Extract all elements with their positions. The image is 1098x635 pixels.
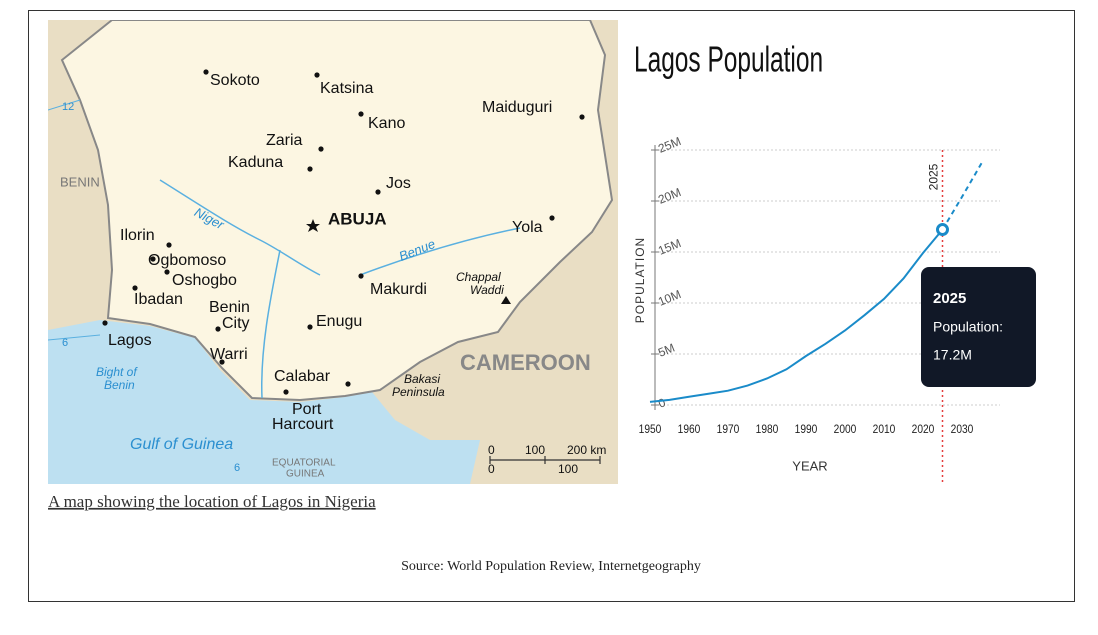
map-label: Ibadan xyxy=(134,291,183,308)
city-dot xyxy=(150,256,156,262)
city-dot xyxy=(166,242,172,248)
map-label: Oshogbo xyxy=(172,272,237,289)
city-dot xyxy=(358,111,364,117)
x-tick-label: 2000 xyxy=(834,423,857,436)
x-tick-label: 1980 xyxy=(756,423,779,436)
map-label: 100 xyxy=(525,443,545,457)
city-dot xyxy=(102,320,108,326)
map-label: EQUATORIAL xyxy=(272,458,336,469)
map-label: Harcourt xyxy=(272,416,334,433)
city-dot xyxy=(164,269,170,275)
y-axis-label: POPULATION xyxy=(633,237,647,323)
tooltip: 2025 Population: 17.2M xyxy=(921,267,1036,387)
map-label: 0 xyxy=(488,443,495,457)
map-label: 6 xyxy=(62,337,68,349)
map-label: Makurdi xyxy=(370,281,427,298)
map-label: Port xyxy=(292,401,322,418)
source: Source: World Population Review, Interne… xyxy=(401,559,701,574)
x-tick-label: 1970 xyxy=(717,423,740,436)
map-label: 12 xyxy=(62,101,74,113)
map-label: Kano xyxy=(368,115,405,132)
map-label: City xyxy=(222,315,250,332)
city-dot xyxy=(215,326,221,332)
x-tick-label: 1950 xyxy=(639,423,662,436)
map-label: Zaria xyxy=(266,132,303,149)
map-label: 200 km xyxy=(567,443,606,457)
x-tick-label: 2010 xyxy=(873,423,896,436)
scale-bar xyxy=(489,456,601,464)
city-dot xyxy=(549,215,555,221)
city-dot xyxy=(219,359,225,365)
sea xyxy=(48,320,480,484)
map-label: Benin xyxy=(104,378,135,392)
map-label: Calabar xyxy=(274,368,331,385)
capital-star xyxy=(306,219,320,232)
map-label: Yola xyxy=(512,219,543,236)
city-dot xyxy=(307,166,313,172)
map-label: 0 xyxy=(488,462,495,476)
map-label: 100 xyxy=(558,462,578,476)
map-label: Bight of xyxy=(96,365,138,379)
map-label: Peninsula xyxy=(392,385,445,399)
map-label: Warri xyxy=(210,346,248,363)
series-line xyxy=(649,228,944,403)
city-dot xyxy=(345,381,351,387)
nigeria xyxy=(60,20,614,402)
rivers xyxy=(159,179,521,399)
map-label: GUINEA xyxy=(286,469,325,480)
tooltip-title: 2025 xyxy=(933,290,966,307)
map: Sokoto Katsina Kano Maiduguri Zaria Kaduna Jos… xyxy=(48,20,618,484)
map-label: 6 xyxy=(234,462,240,474)
city-dot xyxy=(283,389,289,395)
map-label: CAMEROON xyxy=(460,350,591,375)
peak-triangle xyxy=(501,296,511,304)
x-tick-label: 1960 xyxy=(678,423,701,436)
series-line xyxy=(941,162,983,231)
map-label: BENIN xyxy=(60,174,100,189)
y-tick-label: 5M xyxy=(656,340,677,359)
city-dot xyxy=(314,72,320,78)
y-tick-label: 0 xyxy=(656,395,668,411)
map-label: Bakasi xyxy=(404,372,440,386)
map-label: Sokoto xyxy=(210,72,260,89)
city-dot xyxy=(203,69,209,75)
map-label: Maiduguri xyxy=(482,99,552,116)
map-label: Ilorin xyxy=(120,227,155,244)
x-tick-label: 1990 xyxy=(795,423,818,436)
chart-title: Lagos Population xyxy=(634,39,823,80)
map-label: Jos xyxy=(386,175,411,192)
map-label: Gulf of Guinea xyxy=(130,436,233,453)
map-label: Ogbomoso xyxy=(148,252,226,269)
marker-label: 2025 xyxy=(927,163,941,190)
map-label: ABUJA xyxy=(328,209,387,228)
city-dot xyxy=(132,285,138,291)
frame xyxy=(28,10,1075,602)
highlight-point xyxy=(936,223,949,237)
map-label: Benin xyxy=(209,299,250,316)
city-dot xyxy=(318,146,324,152)
map-label: Enugu xyxy=(316,313,362,330)
chart: Lagos Population YEAR POPULATION 05M10M1… xyxy=(622,20,1040,484)
city-dot xyxy=(579,114,585,120)
map-label: Lagos xyxy=(108,332,152,349)
grid-lines xyxy=(48,99,101,341)
map-label: Katsina xyxy=(320,80,373,97)
x-tick-label: 2020 xyxy=(912,423,935,436)
tooltip-box xyxy=(921,267,1036,387)
x-axis-label: YEAR xyxy=(792,458,827,473)
caption: A map showing the location of Lagos in N… xyxy=(48,492,376,511)
x-tick-label: 2030 xyxy=(951,423,974,436)
city-dot xyxy=(307,324,313,330)
city-dot xyxy=(375,189,381,195)
city-dot xyxy=(358,273,364,279)
map-label: Waddi xyxy=(470,283,504,297)
map-label: Kaduna xyxy=(228,154,283,171)
tooltip-value: 17.2M xyxy=(933,347,972,363)
tooltip-label: Population: xyxy=(933,319,1003,335)
map-label: Chappal xyxy=(456,270,501,284)
